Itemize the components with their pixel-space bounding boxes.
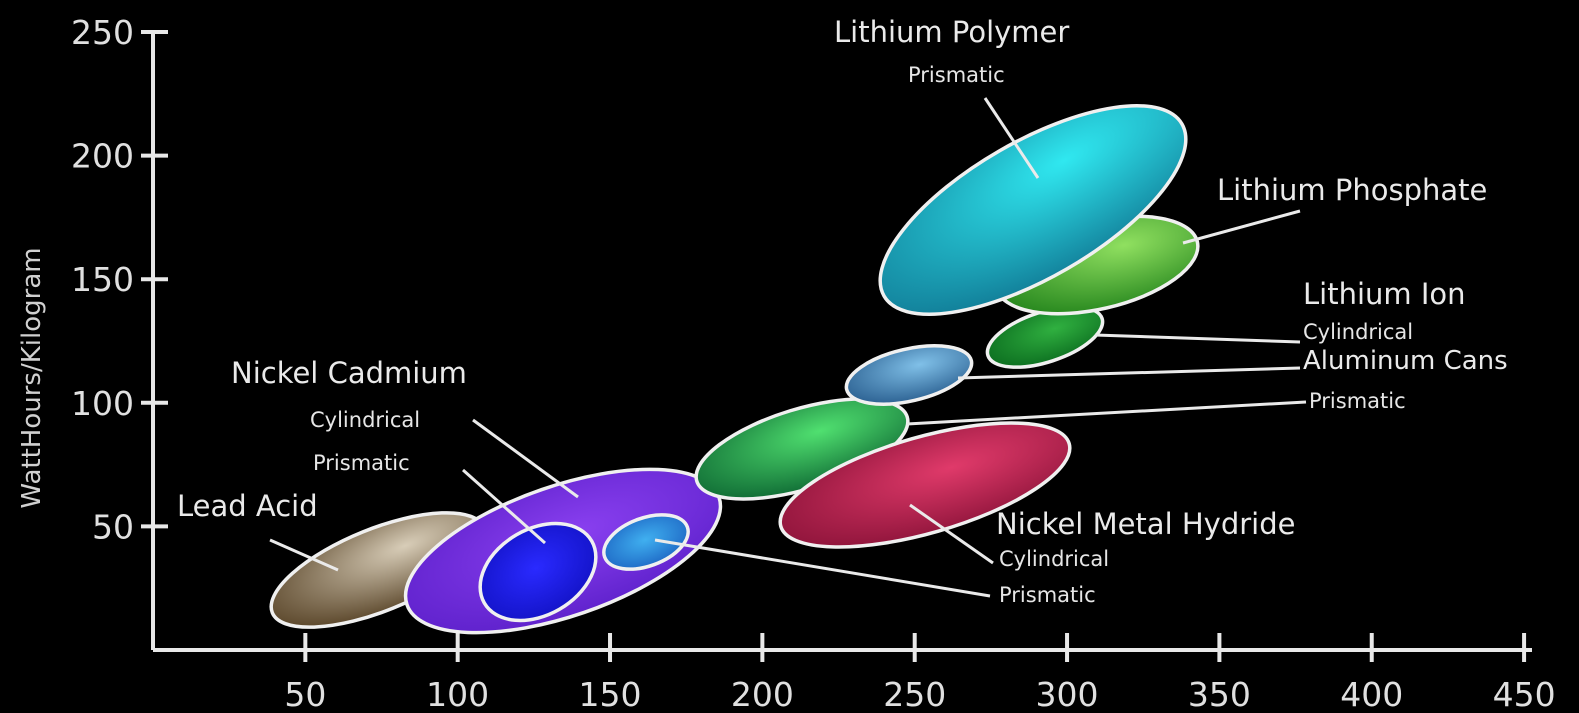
label-lipo-prismatic: Prismatic <box>908 63 1005 87</box>
label-nicd-cylindrical: Cylindrical <box>310 408 420 432</box>
x-tick-label-450: 450 <box>1493 675 1556 713</box>
y-tick-label-150: 150 <box>71 260 134 299</box>
x-tick-label-250: 250 <box>883 675 946 713</box>
label-nimh-prismatic: Prismatic <box>999 583 1096 607</box>
region-nicd-cylindrical <box>478 521 598 623</box>
region-nimh-cylindrical <box>778 421 1072 549</box>
x-tick-label-100: 100 <box>426 675 489 713</box>
x-tick-label-150: 150 <box>579 675 642 713</box>
label-lithium-phosphate: Lithium Phosphate <box>1217 173 1487 207</box>
x-tick-label-300: 300 <box>1036 675 1099 713</box>
leader-li-aluminum <box>957 366 1301 380</box>
region-lithium-polymer <box>878 104 1188 316</box>
label-lithium-polymer: Lithium Polymer <box>834 15 1069 49</box>
leader-lithium-phosphate <box>1182 209 1301 245</box>
leader-li-prismatic <box>906 400 1307 426</box>
x-tick-label-50: 50 <box>284 675 326 713</box>
label-li-prismatic: Prismatic <box>1309 389 1406 413</box>
label-li-aluminum-cans: Aluminum Cans <box>1303 346 1508 376</box>
y-tick-label-100: 100 <box>71 384 134 423</box>
label-lithium-ion: Lithium Ion <box>1303 277 1466 311</box>
y-tick-label-250: 250 <box>71 13 134 52</box>
x-tick-label-350: 350 <box>1188 675 1251 713</box>
leader-lipo <box>983 97 1040 179</box>
leader-nimh <box>909 503 994 565</box>
x-tick-label-400: 400 <box>1340 675 1403 713</box>
y-tick-label-50: 50 <box>92 507 134 546</box>
region-nicd-prismatic <box>602 513 690 571</box>
axis-ticks: 50 100 150 200 250 300 350 400 450 50 100 150 200 250 <box>71 13 1556 713</box>
region-lithium-ion-aluminum-cans <box>844 344 974 406</box>
battery-regions <box>269 104 1200 635</box>
region-labels: Lead Acid Nickel Cadmium Cylindrical Pri… <box>177 15 1508 607</box>
leader-li-cylindrical <box>1094 333 1301 344</box>
y-tick-label-200: 200 <box>71 137 134 176</box>
label-nimh: Nickel Metal Hydride <box>996 507 1295 541</box>
leader-nicd-prismatic <box>654 538 991 598</box>
leader-lines <box>269 97 1307 598</box>
label-nickel-cadmium: Nickel Cadmium <box>231 356 467 390</box>
leader-nicd <box>472 418 579 499</box>
label-nicd-prismatic: Prismatic <box>313 451 410 475</box>
y-axis-label: WattHours/Kilogram <box>17 247 47 508</box>
leader-lead-acid <box>269 538 339 572</box>
label-li-cylindrical: Cylindrical <box>1303 320 1413 344</box>
label-lead-acid: Lead Acid <box>177 489 318 523</box>
leader-nicd-cylindrical <box>462 468 546 545</box>
x-tick-label-200: 200 <box>731 675 794 713</box>
label-nimh-cylindrical: Cylindrical <box>999 547 1109 571</box>
